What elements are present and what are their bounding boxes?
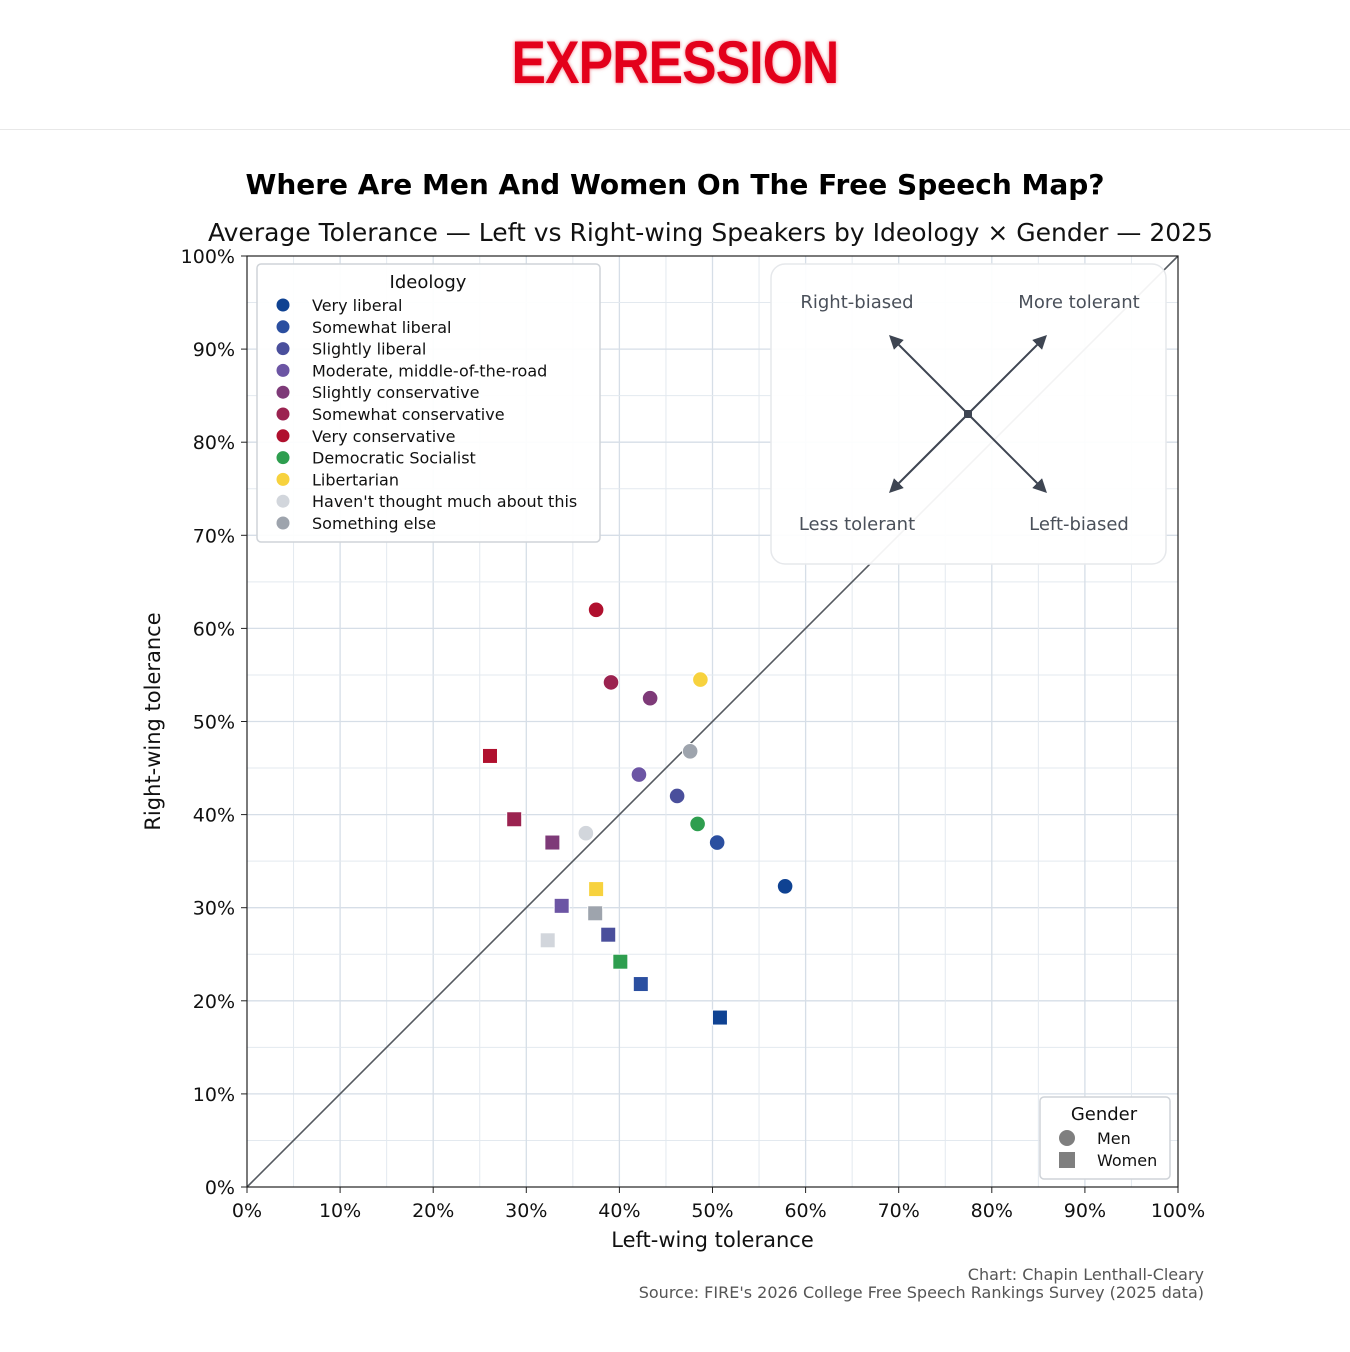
gender-legend-label: Women	[1097, 1151, 1157, 1170]
gender-legend-label: Men	[1097, 1129, 1131, 1148]
legend-item-label: Somewhat conservative	[312, 405, 505, 424]
legend-swatch	[276, 451, 290, 465]
point-men	[668, 787, 686, 805]
point-women	[588, 881, 605, 898]
y-tick-label: 30%	[193, 898, 235, 920]
point-women	[553, 897, 570, 914]
x-tick-label: 70%	[878, 1200, 920, 1222]
legend-item-label: Slightly conservative	[312, 383, 479, 402]
point-men	[708, 834, 726, 851]
gender-women-marker	[1059, 1152, 1075, 1168]
y-tick-label: 70%	[193, 525, 235, 547]
x-tick-label: 90%	[1064, 1200, 1106, 1222]
gender-legend-title: Gender	[1071, 1104, 1138, 1125]
x-tick-label: 60%	[784, 1200, 826, 1222]
legend-swatch	[276, 429, 290, 443]
legend-item-label: Haven't thought much about this	[312, 492, 577, 511]
ideology-legend	[256, 263, 601, 543]
y-tick-label: 100%	[181, 246, 235, 268]
y-tick-label: 20%	[193, 991, 235, 1013]
y-tick-label: 80%	[193, 432, 235, 454]
header-bar: EXPRESSION	[0, 0, 1350, 130]
x-tick-label: 20%	[412, 1200, 454, 1222]
point-men	[641, 689, 659, 707]
point-men	[602, 674, 620, 691]
legend-swatch	[276, 363, 290, 377]
point-women	[506, 811, 523, 828]
point-women	[600, 926, 617, 943]
y-axis-label: Right-wing tolerance	[141, 612, 165, 830]
quadrant-arrow	[889, 335, 969, 415]
point-men	[776, 877, 794, 895]
guide-left-biased: Left-biased	[1029, 514, 1129, 535]
legend-item-label: Moderate, middle-of-the-road	[312, 361, 547, 380]
legend-item-label: Slightly liberal	[312, 340, 426, 359]
y-tick-label: 10%	[193, 1084, 235, 1106]
y-tick-label: 60%	[193, 618, 235, 640]
x-tick-label: 10%	[319, 1200, 361, 1222]
x-tick-label: 50%	[691, 1200, 733, 1222]
y-tick-label: 40%	[193, 805, 235, 827]
legend-item-label: Democratic Socialist	[312, 449, 476, 468]
point-women	[587, 905, 604, 922]
y-tick-label: 90%	[193, 339, 235, 361]
point-women	[544, 834, 561, 851]
legend-swatch	[276, 342, 290, 356]
x-axis-label: Left-wing tolerance	[611, 1228, 814, 1252]
guide-right-biased: Right-biased	[800, 292, 913, 313]
point-women	[539, 932, 556, 949]
point-women	[632, 976, 649, 993]
legend-swatch	[276, 298, 290, 312]
legend-swatch	[276, 494, 290, 508]
gender-men-marker	[1059, 1130, 1075, 1146]
legend-swatch	[276, 472, 290, 486]
quadrant-arrow	[889, 413, 969, 493]
x-tick-label: 0%	[232, 1200, 262, 1222]
legend-item-label: Very liberal	[312, 296, 402, 315]
y-tick-label: 0%	[205, 1177, 235, 1199]
chart-subtitle: Average Tolerance — Left vs Right-wing S…	[208, 218, 1213, 247]
legend-item-label: Somewhat liberal	[312, 318, 451, 337]
x-tick-label: 100%	[1151, 1200, 1205, 1222]
point-men	[587, 601, 605, 619]
legend-item-label: Something else	[312, 514, 436, 533]
legend-swatch	[276, 407, 290, 421]
chart-footer: Chart: Chapin Lenthall-Cleary Source: FI…	[639, 1266, 1204, 1302]
point-men	[681, 742, 699, 760]
quadrant-center	[964, 410, 972, 418]
point-women	[612, 953, 629, 970]
chart-title: Where Are Men And Women On The Free Spee…	[245, 168, 1105, 201]
x-tick-label: 80%	[971, 1200, 1013, 1222]
ideology-legend-title: Ideology	[390, 272, 467, 293]
chart-source: Source: FIRE's 2026 College Free Speech …	[638, 1283, 1204, 1302]
legend-swatch	[276, 516, 290, 530]
chart-credit: Chart: Chapin Lenthall-Cleary	[967, 1265, 1204, 1284]
x-tick-label: 40%	[598, 1200, 640, 1222]
guide-more-tolerant: More tolerant	[1018, 292, 1139, 313]
legend-swatch	[276, 385, 290, 399]
quadrant-arrow	[967, 413, 1047, 493]
guide-less-tolerant: Less tolerant	[799, 514, 915, 535]
legend-swatch	[276, 320, 290, 334]
point-men	[630, 766, 648, 783]
point-men	[577, 824, 595, 842]
point-women	[481, 747, 498, 764]
legend-item-label: Libertarian	[312, 470, 399, 489]
point-women	[711, 1009, 728, 1026]
x-tick-label: 30%	[505, 1200, 547, 1222]
y-tick-label: 50%	[193, 712, 235, 734]
expression-logo: EXPRESSION	[511, 29, 840, 96]
legend-item-label: Very conservative	[312, 427, 455, 446]
point-men	[692, 671, 709, 688]
quadrant-arrow	[967, 335, 1047, 415]
point-men	[689, 815, 706, 833]
